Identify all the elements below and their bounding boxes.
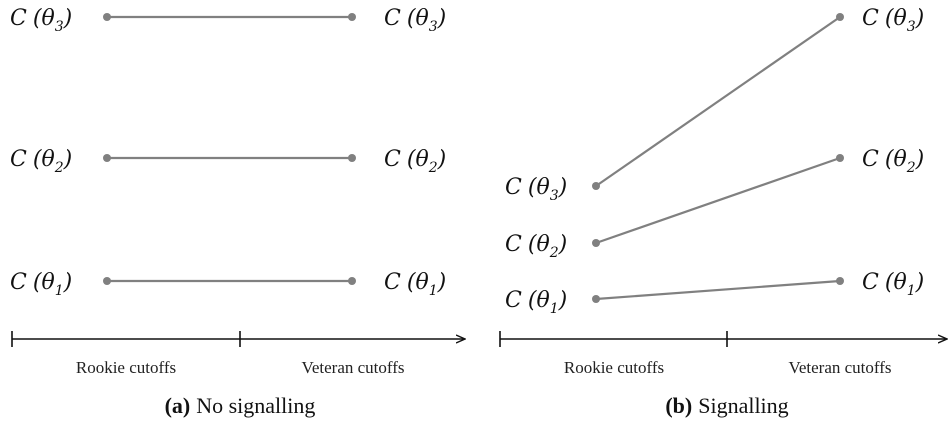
- veteran-label: C (θ1): [862, 270, 924, 299]
- axis-label-rookie: Rookie cutoffs: [564, 358, 664, 377]
- row-theta2: C (θ2) C (θ2): [505, 147, 924, 261]
- row-theta2: C (θ2) C (θ2): [10, 147, 446, 176]
- row-theta1: C (θ1) C (θ1): [10, 270, 446, 299]
- row-theta3: C (θ3) C (θ3): [10, 6, 446, 35]
- connector-line: [595, 156, 841, 245]
- veteran-point: [836, 277, 844, 285]
- connector-line: [595, 16, 841, 187]
- rookie-point: [103, 13, 111, 21]
- panel-signalling: C (θ3) C (θ3) C (θ2) C (θ2) C (θ1) C (θ1) Rook…: [499, 6, 946, 418]
- rookie-point: [103, 154, 111, 162]
- axis-label-veteran: Veteran cutoffs: [301, 358, 404, 377]
- connector-line: [595, 279, 841, 301]
- rookie-point: [592, 295, 600, 303]
- axis-label-veteran: Veteran cutoffs: [788, 358, 891, 377]
- rookie-label: C (θ2): [505, 232, 567, 261]
- rookie-point: [592, 239, 600, 247]
- rookie-point: [103, 277, 111, 285]
- time-axis: Rookie cutoffs Veteran cutoffs: [11, 331, 464, 377]
- time-axis: Rookie cutoffs Veteran cutoffs: [499, 331, 946, 377]
- row-theta1: C (θ1) C (θ1): [505, 270, 924, 317]
- veteran-point: [348, 277, 356, 285]
- caption-b: (b) Signalling: [665, 393, 788, 418]
- veteran-label: C (θ2): [862, 147, 924, 176]
- rookie-point: [592, 182, 600, 190]
- axis-label-rookie: Rookie cutoffs: [76, 358, 176, 377]
- rookie-label: C (θ3): [505, 175, 567, 204]
- caption-a: (a) No signalling: [165, 393, 316, 418]
- rookie-label: C (θ2): [10, 147, 72, 176]
- veteran-point: [348, 13, 356, 21]
- rookie-label: C (θ1): [10, 270, 72, 299]
- rookie-label: C (θ1): [505, 288, 567, 317]
- rookie-label: C (θ3): [10, 6, 72, 35]
- veteran-point: [836, 13, 844, 21]
- panel-no-signalling: C (θ3) C (θ3) C (θ2) C (θ2) C (θ1) C (θ1) Rook…: [10, 6, 464, 418]
- veteran-point: [836, 154, 844, 162]
- veteran-point: [348, 154, 356, 162]
- row-theta3: C (θ3) C (θ3): [505, 6, 924, 204]
- veteran-label: C (θ2): [384, 147, 446, 176]
- veteran-label: C (θ3): [862, 6, 924, 35]
- veteran-label: C (θ1): [384, 270, 446, 299]
- veteran-label: C (θ3): [384, 6, 446, 35]
